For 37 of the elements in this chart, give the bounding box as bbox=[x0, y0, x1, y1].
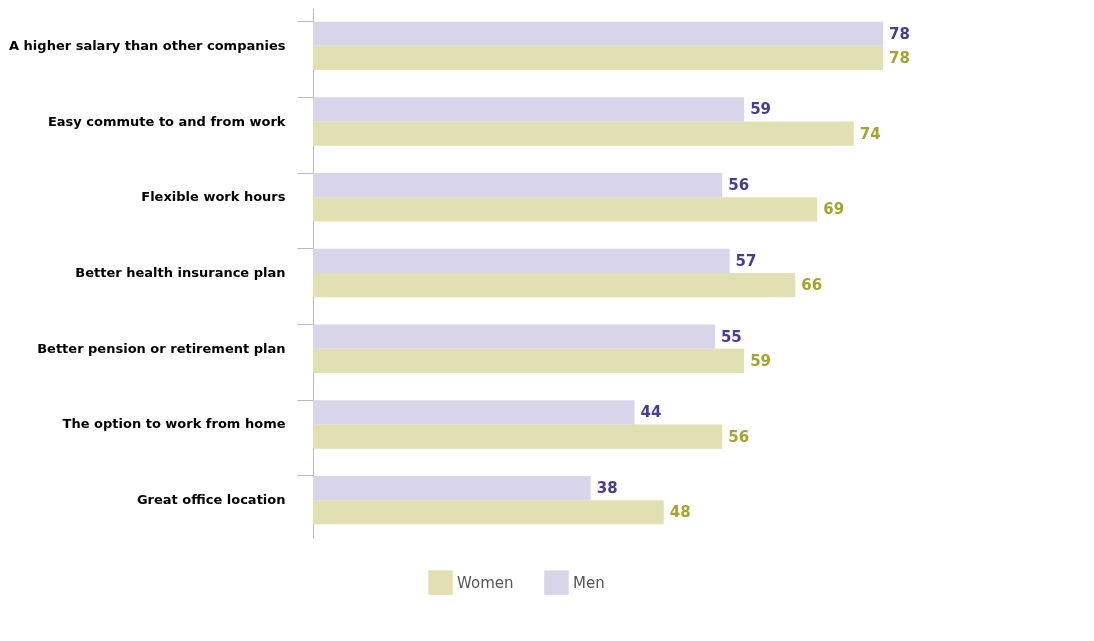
data-label: 48 bbox=[669, 503, 691, 522]
data-label: 66 bbox=[801, 276, 823, 295]
data-label: 78 bbox=[889, 48, 910, 67]
bar bbox=[313, 197, 818, 222]
data-label: 56 bbox=[728, 176, 750, 195]
data-label: 38 bbox=[596, 479, 618, 498]
y-tick-label: Easy commute to and from work bbox=[47, 113, 286, 129]
bar bbox=[313, 21, 883, 46]
bar bbox=[313, 248, 730, 273]
data-label: 44 bbox=[640, 403, 662, 422]
bar bbox=[313, 424, 723, 449]
data-label: 74 bbox=[859, 124, 881, 143]
data-label: 57 bbox=[735, 251, 757, 270]
y-tick-label: Better health insurance plan bbox=[75, 265, 286, 280]
data-label: 56 bbox=[728, 427, 750, 446]
bar bbox=[313, 121, 854, 146]
data-label: 78 bbox=[889, 24, 910, 43]
data-label: 59 bbox=[750, 351, 772, 370]
y-tick-label: Better pension or retirement plan bbox=[37, 340, 286, 356]
legend-label: Men bbox=[573, 573, 605, 592]
bar bbox=[313, 400, 635, 425]
y-tick-label: Flexible work hours bbox=[141, 189, 286, 205]
bar bbox=[313, 45, 883, 71]
bar bbox=[313, 324, 715, 349]
bar bbox=[313, 173, 723, 198]
bar bbox=[313, 348, 745, 373]
legend-label: Women bbox=[457, 573, 514, 592]
data-label: 59 bbox=[750, 100, 772, 119]
bar bbox=[313, 475, 591, 501]
data-label: 55 bbox=[720, 327, 742, 346]
data-label: 69 bbox=[823, 200, 845, 219]
y-tick-label: Great office location bbox=[136, 492, 286, 508]
y-tick-label: The option to work from home bbox=[62, 416, 286, 432]
bar bbox=[313, 500, 664, 525]
bar bbox=[313, 97, 745, 122]
bar bbox=[313, 273, 796, 298]
y-tick-label: A higher salary than other companies bbox=[9, 37, 286, 53]
